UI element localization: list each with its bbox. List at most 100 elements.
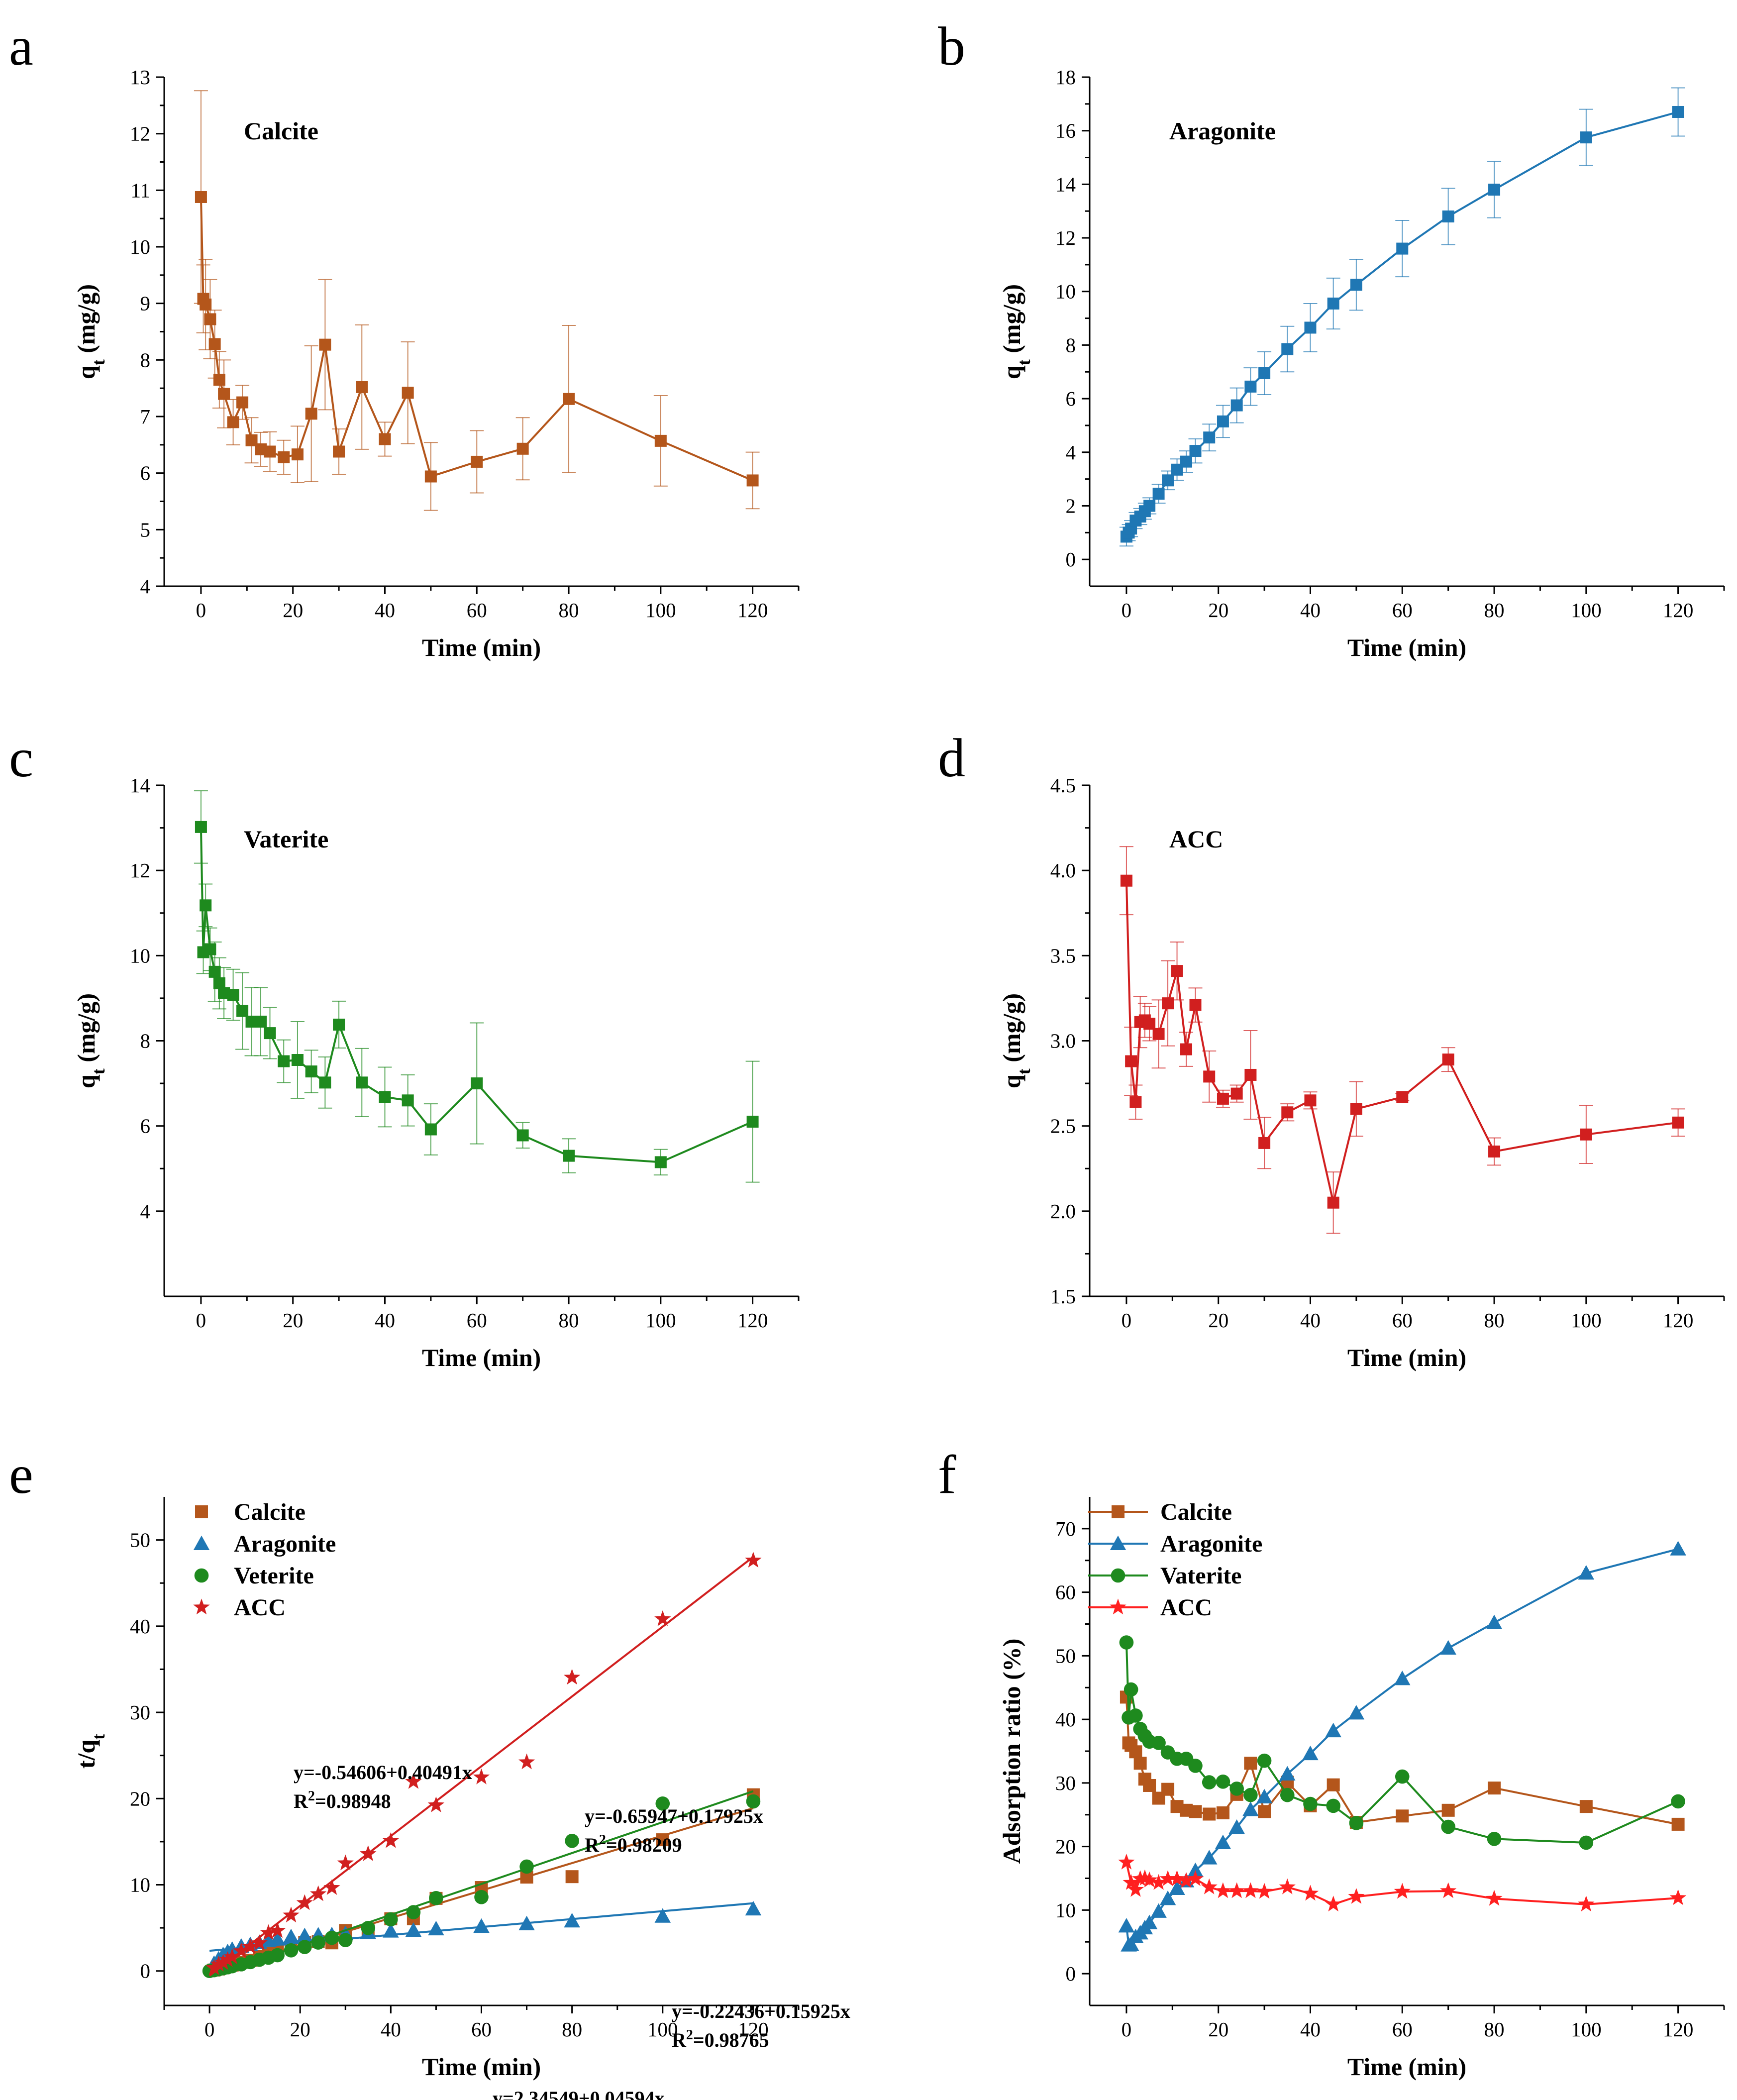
data-point (1281, 343, 1294, 355)
series-line (1125, 111, 1679, 537)
data-point (1242, 1801, 1259, 1816)
data-point (1279, 1766, 1296, 1781)
data-point (1488, 184, 1501, 196)
legend-label: Calcite (1160, 1499, 1232, 1525)
y-axis-label-main: t/q (72, 1740, 100, 1769)
data-point (208, 338, 221, 350)
panel-annotation: ACC (1169, 825, 1223, 853)
data-point (1180, 1043, 1193, 1055)
y-axis-label-sub: t (89, 359, 108, 365)
data-point (1217, 415, 1229, 427)
legend-label: Veterite (234, 1563, 314, 1589)
data-point (1488, 1146, 1501, 1158)
legend-marker (194, 1568, 209, 1583)
x-tick-label: 0 (1122, 599, 1132, 622)
data-point (564, 1669, 581, 1685)
data-point (1670, 1541, 1686, 1556)
data-point (1440, 1882, 1457, 1898)
data-point (1580, 131, 1592, 144)
legend-label: Calcite (234, 1499, 306, 1525)
data-point (1244, 380, 1257, 393)
data-point (1325, 1895, 1342, 1912)
legend-label: Aragonite (234, 1531, 336, 1557)
data-point (1304, 1094, 1317, 1107)
x-tick-label: 60 (467, 599, 487, 622)
data-point (1118, 1854, 1135, 1870)
data-point (379, 1091, 391, 1103)
data-point (1327, 1196, 1339, 1209)
panel-e: e 0 10 20 30 40 50 0 20 40 60 80 100 120 Time (min) t/q… (9, 1444, 850, 2100)
x-tick-label: 40 (375, 599, 395, 622)
y-axis-label-main: q (998, 1074, 1025, 1088)
data-point (1580, 1128, 1592, 1141)
legend-marker (193, 1535, 210, 1550)
x-tick-label: 80 (562, 2018, 582, 2041)
x-tick-label: 40 (1300, 599, 1321, 622)
data-point (1217, 1092, 1229, 1105)
y-tick-label: 3.5 (1050, 944, 1076, 967)
data-point (1124, 1682, 1138, 1697)
data-point (200, 298, 212, 311)
x-tick-label: 40 (375, 1309, 395, 1332)
data-point (1302, 1885, 1319, 1901)
data-point (311, 1935, 325, 1950)
r2-sup: 2 (308, 1788, 315, 1804)
data-point (1216, 1806, 1229, 1819)
x-tick-label: 100 (645, 1309, 676, 1332)
panel-f: f 0 10 20 30 40 50 60 70 0 20 40 60 80 100 120 Time (min… (938, 1444, 1725, 2081)
y-axis-label: t/qt (72, 1734, 108, 1769)
data-point (1152, 488, 1165, 500)
data-point (1143, 1018, 1156, 1030)
y-axis-label-sub: t (1014, 1068, 1034, 1074)
x-tick-label: 20 (1208, 2018, 1228, 2041)
y-axis-label-sub: t (89, 1734, 108, 1740)
legend-marker (1111, 1568, 1125, 1583)
x-tick-label: 0 (1122, 1309, 1132, 1332)
y-tick-label: 8 (140, 1030, 151, 1052)
data-point (563, 1150, 575, 1162)
data-point (654, 434, 667, 447)
y-tick-label: 40 (1055, 1708, 1076, 1731)
y-tick-label: 14 (1055, 173, 1076, 196)
x-tick-label: 0 (196, 1309, 206, 1332)
data-point (233, 1942, 250, 1959)
data-point (1350, 1103, 1362, 1115)
data-point (227, 416, 239, 428)
data-point (1578, 1895, 1595, 1912)
data-point (255, 1015, 267, 1028)
data-point (1442, 210, 1454, 222)
y-tick-label: 3.0 (1050, 1030, 1076, 1052)
y-axis-label-unit: (mg/g) (72, 284, 100, 359)
x-tick-label: 60 (1392, 599, 1413, 622)
data-point (1129, 1096, 1142, 1108)
data-point (384, 1912, 398, 1927)
data-point (1348, 1705, 1365, 1720)
r2-value: =0.98948 (315, 1790, 391, 1812)
data-point (746, 1116, 759, 1128)
data-point (1441, 1803, 1455, 1817)
data-point (1672, 105, 1684, 118)
series-vaterite (1119, 1635, 1685, 1850)
x-tick-label: 80 (1484, 2018, 1505, 2041)
data-point (428, 1920, 444, 1936)
fit-equation: y=-0.54606+0.40491x (294, 1761, 472, 1784)
data-point (245, 1015, 258, 1028)
data-point (1152, 1028, 1165, 1040)
data-point (1486, 1614, 1503, 1629)
y-axis-label: qt (mg/g) (72, 993, 108, 1088)
y-tick-label: 8 (1066, 333, 1076, 356)
x-axis-label: Time (min) (1347, 633, 1466, 661)
x-tick-label: 20 (1208, 599, 1228, 622)
data-point (564, 1912, 580, 1928)
data-point (219, 1951, 236, 1967)
panel-label-c: c (9, 728, 33, 788)
data-point (656, 1833, 669, 1847)
data-point (1280, 1787, 1295, 1802)
data-point (1394, 1883, 1411, 1899)
series-acc (1118, 1854, 1687, 1912)
data-point (1141, 1914, 1158, 1929)
data-point (1350, 279, 1362, 291)
panel-annotation: Aragonite (1169, 117, 1276, 145)
data-point (473, 1768, 490, 1785)
